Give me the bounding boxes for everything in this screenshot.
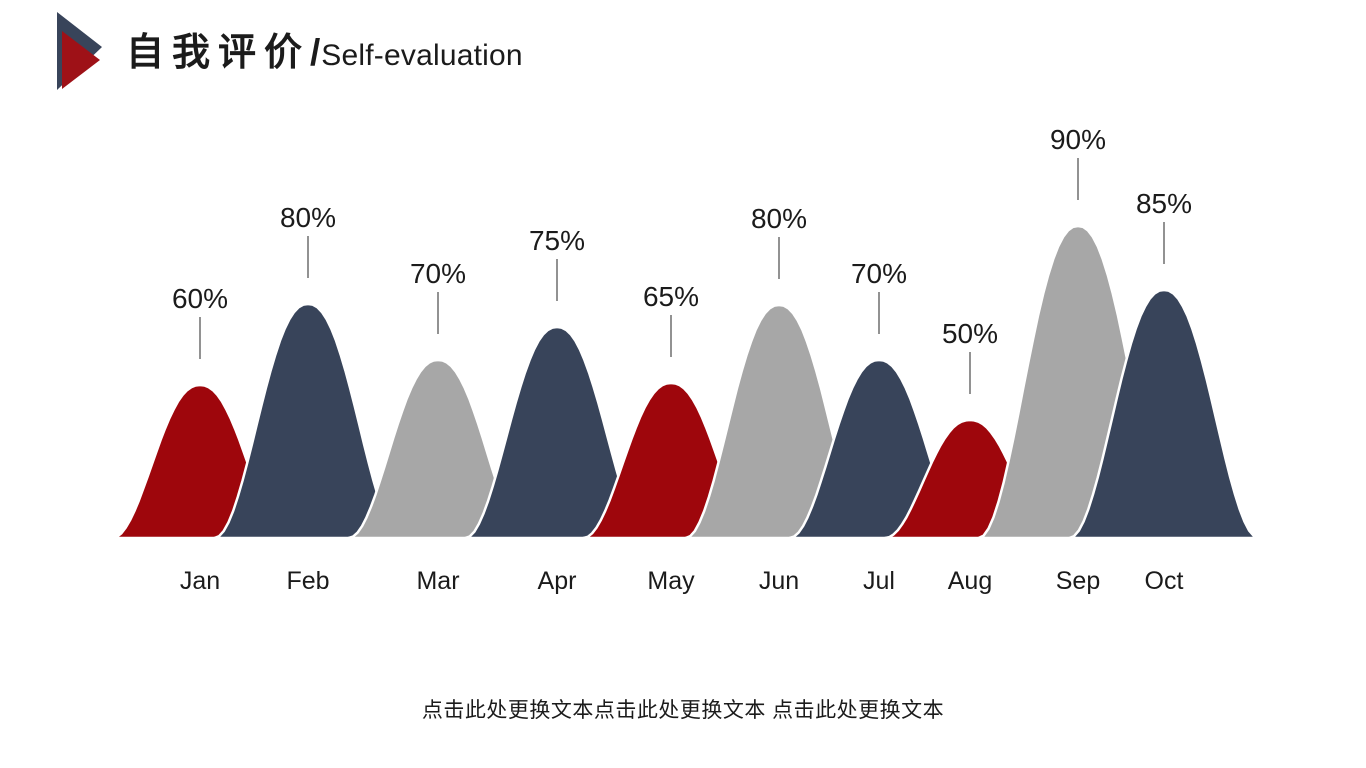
title-english: Self-evaluation bbox=[321, 39, 523, 72]
dome-oct[interactable] bbox=[1068, 288, 1260, 540]
placeholder-text[interactable]: 点击此处更换文本点击此处更换文本 点击此处更换文本 bbox=[421, 699, 945, 722]
month-label-apr: Apr bbox=[538, 567, 577, 595]
month-label-jul: Jul bbox=[863, 567, 895, 595]
month-label-mar: Mar bbox=[416, 567, 459, 595]
percent-label-apr: 75% bbox=[529, 225, 585, 256]
percent-label-sep: 90% bbox=[1050, 124, 1106, 155]
labels-group: 60% Jan 80% Feb 70% Mar 75% Apr 65% May 80% Jun 70% J… bbox=[172, 124, 1192, 595]
month-label-jan: Jan bbox=[180, 567, 220, 595]
month-label-oct: Oct bbox=[1145, 567, 1184, 595]
month-label-aug: Aug bbox=[948, 567, 992, 595]
month-label-sep: Sep bbox=[1056, 567, 1100, 595]
percent-label-feb: 80% bbox=[280, 202, 336, 233]
domes-group bbox=[111, 224, 1260, 540]
title-slash: / bbox=[310, 32, 321, 73]
logo-triangles bbox=[57, 12, 102, 90]
month-label-may: May bbox=[647, 567, 695, 595]
percent-label-may: 65% bbox=[643, 281, 699, 312]
percent-label-mar: 70% bbox=[410, 258, 466, 289]
percent-label-jul: 70% bbox=[851, 258, 907, 289]
percent-label-jun: 80% bbox=[751, 203, 807, 234]
percent-label-oct: 85% bbox=[1136, 188, 1192, 219]
month-label-jun: Jun bbox=[759, 567, 799, 595]
title-chinese: 自我评价 bbox=[126, 32, 311, 74]
page-title: 自我评价/Self-evaluation bbox=[126, 32, 523, 74]
month-label-feb: Feb bbox=[286, 567, 329, 595]
percent-label-aug: 50% bbox=[942, 318, 998, 349]
dome-feb[interactable] bbox=[213, 302, 403, 540]
percent-label-jan: 60% bbox=[172, 283, 228, 314]
logo-front-triangle bbox=[62, 31, 100, 89]
